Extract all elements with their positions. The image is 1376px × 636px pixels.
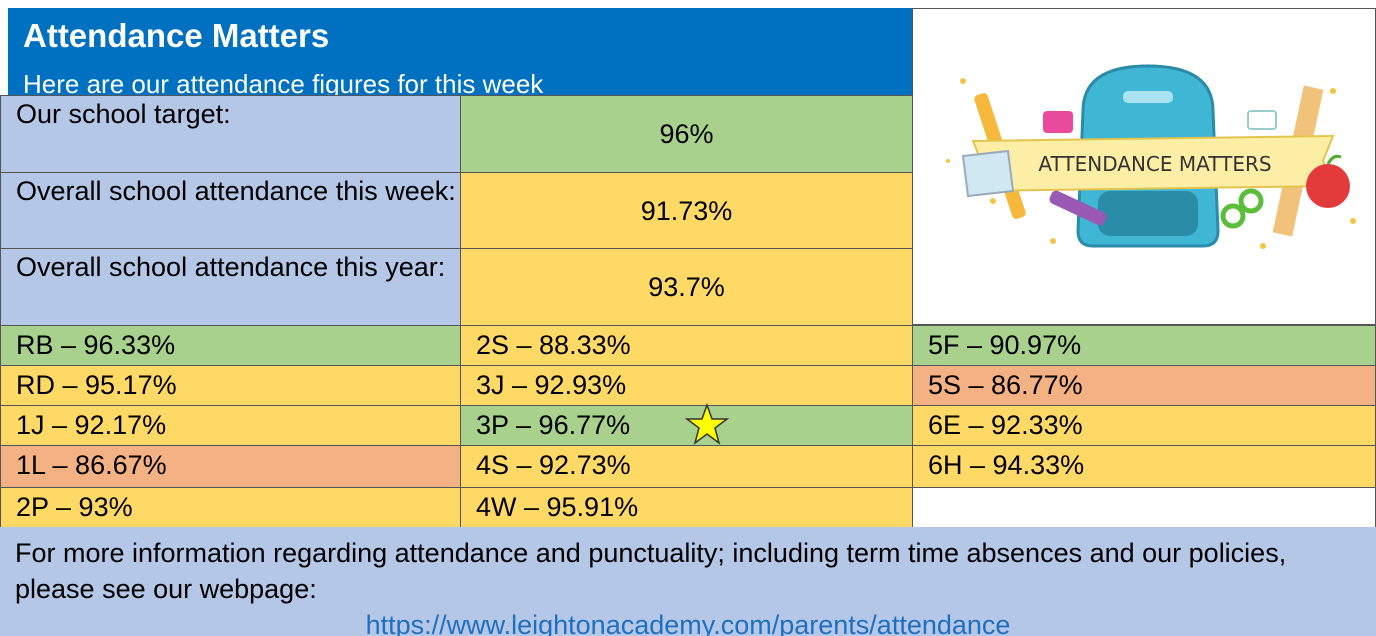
class-cell: 1J – 92.17%	[0, 405, 461, 446]
title: Attendance Matters	[23, 20, 329, 52]
star-icon	[685, 403, 729, 445]
attendance-page: Attendance Matters Here are our attendan…	[0, 0, 1376, 636]
class-cell: RB – 96.33%	[0, 325, 461, 366]
summary-value: 96%	[460, 95, 913, 173]
class-cell: 6E – 92.33%	[912, 405, 1376, 446]
summary-label: Our school target:	[0, 95, 461, 173]
summary-label: Overall school attendance this week:	[0, 172, 461, 249]
image-cell: ATTENDANCE MATTERS	[912, 8, 1376, 325]
class-cell: 5F – 90.97%	[912, 325, 1376, 366]
class-cell: 3P – 96.77%	[460, 405, 913, 446]
illustration: ATTENDANCE MATTERS	[933, 51, 1373, 261]
empty-cell	[912, 487, 1376, 528]
summary-label: Overall school attendance this year:	[0, 248, 461, 326]
class-cell: 4W – 95.91%	[460, 487, 913, 528]
summary-value: 93.7%	[460, 248, 913, 326]
attendance-link[interactable]: https://www.leightonacademy.com/parents/…	[0, 607, 1376, 636]
class-cell: 1L – 86.67%	[0, 445, 461, 488]
class-cell: RD – 95.17%	[0, 365, 461, 406]
footer-text: For more information regarding attendanc…	[15, 535, 1360, 607]
summary-value: 91.73%	[460, 172, 913, 249]
class-cell: 2P – 93%	[0, 487, 461, 528]
class-cell: 4S – 92.73%	[460, 445, 913, 488]
banner-text: ATTENDANCE MATTERS	[1038, 152, 1271, 176]
class-cell: 3J – 92.93%	[460, 365, 913, 406]
class-cell: 2S – 88.33%	[460, 325, 913, 366]
footer: For more information regarding attendanc…	[0, 527, 1376, 636]
header: Attendance Matters Here are our attendan…	[8, 8, 912, 95]
class-cell: 5S – 86.77%	[912, 365, 1376, 406]
class-cell: 6H – 94.33%	[912, 445, 1376, 488]
